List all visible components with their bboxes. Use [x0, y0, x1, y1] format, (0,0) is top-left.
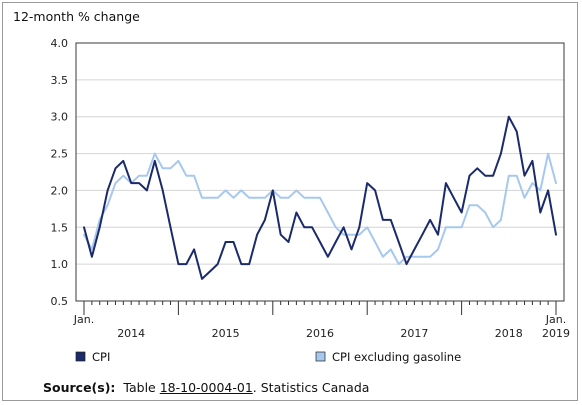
cpi-line-chart: 12-month % change 4.0 3.5 3.0 2.5 2.0 1.5 1.0 0.… — [13, 9, 570, 364]
legend-label: CPI excluding gasoline — [332, 350, 461, 364]
x-end-label-year: 2019 — [542, 327, 570, 340]
y-tick-label: 1.0 — [51, 258, 69, 271]
y-tick-label: 3.5 — [51, 74, 69, 87]
series-line — [83, 115, 557, 280]
y-tick-label: 2.0 — [51, 184, 69, 197]
y-tick-label: 0.5 — [51, 295, 69, 308]
y-tick-label: 2.5 — [51, 148, 69, 161]
legend-swatch — [315, 351, 326, 362]
source-note: Source(s): Table 18-10-0004-01. Statistic… — [43, 380, 369, 395]
x-start-label: Jan. — [73, 313, 94, 326]
source-table-link[interactable]: 18-10-0004-01 — [159, 380, 253, 395]
x-year-label: 2014 — [117, 327, 145, 340]
legend-label: CPI — [92, 350, 110, 364]
x-year-label: 2016 — [306, 327, 334, 340]
source-label: Source(s): — [43, 380, 116, 395]
x-year-label: 2015 — [212, 327, 240, 340]
chart-frame: 12-month % change 4.0 3.5 3.0 2.5 2.0 1.5 1.0 0.… — [2, 2, 578, 401]
y-axis-unit-label: 12-month % change — [13, 9, 140, 24]
x-year-label: 2018 — [495, 327, 523, 340]
source-suffix: . Statistics Canada — [252, 380, 370, 395]
y-tick-label: 1.5 — [51, 221, 69, 234]
source-prefix: Table — [123, 380, 160, 395]
y-tick-label: 4.0 — [51, 37, 69, 50]
legend-swatch — [75, 351, 86, 362]
series-line — [83, 152, 557, 266]
x-year-label: 2017 — [400, 327, 428, 340]
x-end-label-month: Jan. — [545, 313, 566, 326]
y-tick-label: 3.0 — [51, 111, 69, 124]
